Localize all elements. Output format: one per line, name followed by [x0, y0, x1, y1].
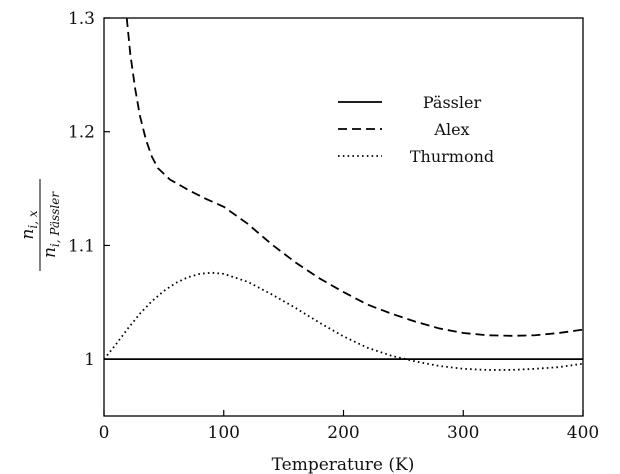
y-label-numerator-sub: i, x — [26, 210, 40, 228]
series-layer — [104, 18, 583, 371]
x-tick-label: 300 — [447, 423, 479, 443]
y-tick-label: 1.2 — [68, 123, 95, 143]
series-line-alex — [125, 18, 583, 337]
legend-label: Thurmond — [410, 147, 494, 166]
svg-text:ni, x: ni, x — [18, 210, 40, 239]
tick-layer: 0 100 200 300 400 1 1.1 1.2 1.3 — [68, 9, 599, 443]
y-label-denominator-sub: i, Pässler — [48, 191, 62, 247]
x-axis-title: Temperature (K) — [272, 455, 415, 474]
y-label-denominator: n — [40, 247, 60, 258]
x-tick-label: 100 — [208, 423, 240, 443]
y-tick-label: 1.3 — [68, 9, 95, 29]
series-line-thurmond — [104, 271, 583, 371]
legend-label: Pässler — [423, 93, 482, 112]
y-axis-title: ni, x ni, Pässler — [18, 179, 62, 271]
y-tick-label: 1.1 — [68, 236, 95, 256]
svg-text:ni, Pässler: ni, Pässler — [40, 191, 62, 258]
x-tick-label: 200 — [327, 423, 359, 443]
legend: Pässler Alex Thurmond — [338, 93, 494, 166]
legend-label: Alex — [433, 120, 469, 139]
x-tick-label: 0 — [99, 423, 110, 443]
plot-frame — [103, 17, 584, 417]
y-tick-label: 1 — [84, 350, 95, 370]
x-tick-label: 400 — [567, 423, 599, 443]
y-label-numerator: n — [18, 229, 38, 240]
